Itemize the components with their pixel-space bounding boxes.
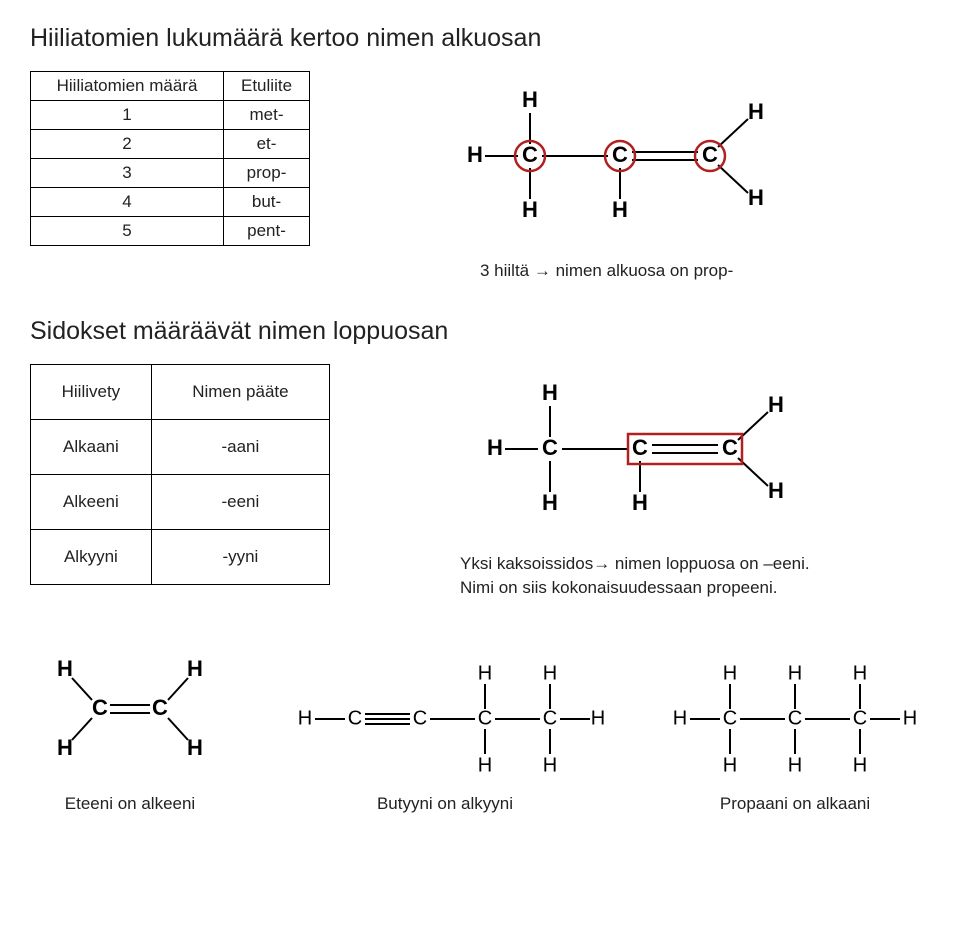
section1-title: Hiiliatomien lukumäärä kertoo nimen alku…	[30, 24, 930, 53]
propane-label: Propaani on alkaani	[660, 794, 930, 814]
atom-h: H	[542, 380, 558, 405]
atom-h: H	[487, 435, 503, 460]
butyne-diagram: C C C C H H H H H H	[285, 654, 605, 784]
atom-h: H	[748, 185, 764, 210]
atom-h: H	[591, 707, 605, 729]
table-row: Hiiliatomien määrä Etuliite	[31, 72, 310, 101]
cell: 4	[31, 188, 224, 217]
atom-c: C	[702, 142, 718, 167]
atom-c: C	[348, 707, 362, 729]
atom-h: H	[612, 197, 628, 222]
atom-h: H	[187, 656, 203, 681]
cell: prop-	[224, 159, 310, 188]
table-row: Alkyyni -yyni	[31, 530, 330, 585]
cell: Alkeeni	[31, 475, 152, 530]
propane-diagram: C C C H H H H H H H H	[660, 654, 930, 784]
atom-h: H	[522, 87, 538, 112]
atom-h: H	[57, 656, 73, 681]
butyne-block: C C C C H H H H H H Butyyni on alkyyni	[285, 654, 605, 814]
cell: -yyni	[151, 530, 329, 585]
section1-caption: 3 hiiltä → nimen alkuosa on prop-	[480, 261, 780, 281]
section2-row: Hiilivety Nimen pääte Alkaani -aani Alke…	[30, 364, 930, 598]
cell: Alkyyni	[31, 530, 152, 585]
prefix-table: Hiiliatomien määrä Etuliite 1met- 2et- 3…	[30, 71, 310, 246]
cell: pent-	[224, 217, 310, 246]
butyne-label: Butyyni on alkyyni	[285, 794, 605, 814]
ethene-diagram: C C H H H H	[30, 634, 230, 784]
atom-c: C	[788, 707, 802, 729]
footer-row: C C H H H H Eteeni on alkeeni	[30, 634, 930, 814]
atom-h: H	[723, 754, 737, 776]
propane-block: C C C H H H H H H H H Propaani on alkaan…	[660, 654, 930, 814]
atom-h: H	[768, 392, 784, 417]
cell: Nimen pääte	[151, 365, 329, 420]
atom-h: H	[632, 490, 648, 515]
atom-c: C	[413, 707, 427, 729]
cell: Hiiliatomien määrä	[31, 72, 224, 101]
section2-caption2: Nimi on siis kokonaisuudessaan propeeni.	[460, 578, 810, 598]
atom-h: H	[788, 754, 802, 776]
atom-h: H	[788, 662, 802, 684]
section1-row: Hiiliatomien määrä Etuliite 1met- 2et- 3…	[30, 71, 930, 281]
cell: met-	[224, 101, 310, 130]
atom-h: H	[903, 707, 917, 729]
atom-h: H	[673, 707, 687, 729]
atom-c: C	[92, 695, 108, 720]
table-row: 5pent-	[31, 217, 310, 246]
atom-c: C	[632, 435, 648, 460]
table-row: 1met-	[31, 101, 310, 130]
atom-h: H	[57, 735, 73, 760]
table-row: Alkaani -aani	[31, 420, 330, 475]
cell: Alkaani	[31, 420, 152, 475]
atom-h: H	[853, 662, 867, 684]
section1-figure: C C C H H H H H H 3 hiiltä → nimen alkuo…	[340, 71, 780, 281]
atom-c: C	[612, 142, 628, 167]
atom-h: H	[748, 99, 764, 124]
table-row: 4but-	[31, 188, 310, 217]
atom-h: H	[467, 142, 483, 167]
atom-h: H	[187, 735, 203, 760]
cell: 1	[31, 101, 224, 130]
atom-h: H	[522, 197, 538, 222]
propene-circled-diagram: C C C H H H H H H	[450, 71, 780, 241]
ethene-block: C C H H H H Eteeni on alkeeni	[30, 634, 230, 814]
atom-c: C	[543, 707, 557, 729]
atom-h: H	[543, 754, 557, 776]
atom-c: C	[478, 707, 492, 729]
table-row: Hiilivety Nimen pääte	[31, 365, 330, 420]
table-row: 3prop-	[31, 159, 310, 188]
section2-title: Sidokset määräävät nimen loppuosan	[30, 317, 930, 346]
ethene-label: Eteeni on alkeeni	[30, 794, 230, 814]
atom-h: H	[478, 662, 492, 684]
cell: but-	[224, 188, 310, 217]
atom-h: H	[542, 490, 558, 515]
atom-c: C	[522, 142, 538, 167]
atom-h: H	[298, 707, 312, 729]
atom-c: C	[722, 435, 738, 460]
cell: 3	[31, 159, 224, 188]
table-row: 2et-	[31, 130, 310, 159]
atom-h: H	[543, 662, 557, 684]
cell: Hiilivety	[31, 365, 152, 420]
atom-h: H	[478, 754, 492, 776]
section2-caption1: Yksi kaksoissidos→ nimen loppuosa on –ee…	[460, 554, 810, 574]
atom-c: C	[723, 707, 737, 729]
atom-h: H	[853, 754, 867, 776]
atom-h: H	[768, 478, 784, 503]
cell: 5	[31, 217, 224, 246]
suffix-table: Hiilivety Nimen pääte Alkaani -aani Alke…	[30, 364, 330, 585]
atom-c: C	[152, 695, 168, 720]
propene-doublebond-diagram: C C C H H H H H H	[470, 364, 810, 534]
cell: -eeni	[151, 475, 329, 530]
cell: 2	[31, 130, 224, 159]
cell: et-	[224, 130, 310, 159]
atom-h: H	[723, 662, 737, 684]
cell: -aani	[151, 420, 329, 475]
atom-c: C	[853, 707, 867, 729]
cell: Etuliite	[224, 72, 310, 101]
section2-figure: C C C H H H H H H Yksi kaksoissidos→ nim…	[360, 364, 810, 598]
atom-c: C	[542, 435, 558, 460]
table-row: Alkeeni -eeni	[31, 475, 330, 530]
